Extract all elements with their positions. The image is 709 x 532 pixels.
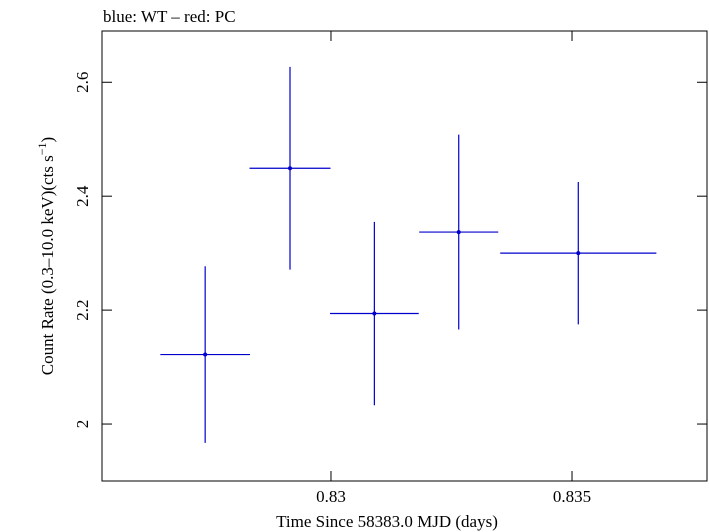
y-tick-label: 2.6 <box>73 72 92 93</box>
data-point-marker <box>372 311 377 316</box>
data-point <box>249 66 331 270</box>
data-point-marker <box>456 230 461 235</box>
y-axis: 2 2.2 2.4 2.6 <box>73 72 707 429</box>
data-point-marker <box>576 251 581 256</box>
data-point <box>419 134 499 330</box>
y-tick-label: 2.2 <box>73 299 92 320</box>
x-tick-label: 0.83 <box>316 487 346 506</box>
y-tick-label: 2.4 <box>73 185 92 207</box>
data-point <box>160 266 250 443</box>
y-tick-label: 2 <box>73 420 92 429</box>
plot-frame <box>101 30 708 482</box>
y-axis-label-main: Count Rate (0.3–10.0 keV)(cts s <box>38 155 57 375</box>
y-axis-label-close: ) <box>38 137 57 143</box>
x-axis-label: Time Since 58383.0 MJD (days) <box>276 512 498 531</box>
x-tick-label: 0.835 <box>553 487 591 506</box>
y-axis-label: Count Rate (0.3–10.0 keV)(cts s−1) <box>35 137 57 375</box>
data-point-marker <box>288 166 293 171</box>
chart-title: blue: WT – red: PC <box>103 7 236 26</box>
y-axis-label-exponent: −1 <box>35 142 49 155</box>
data-point-marker <box>203 352 208 357</box>
data-point <box>500 181 657 325</box>
data-point <box>330 221 419 406</box>
data-series-wt <box>160 66 657 443</box>
x-axis: 0.83 0.835 <box>316 31 591 506</box>
